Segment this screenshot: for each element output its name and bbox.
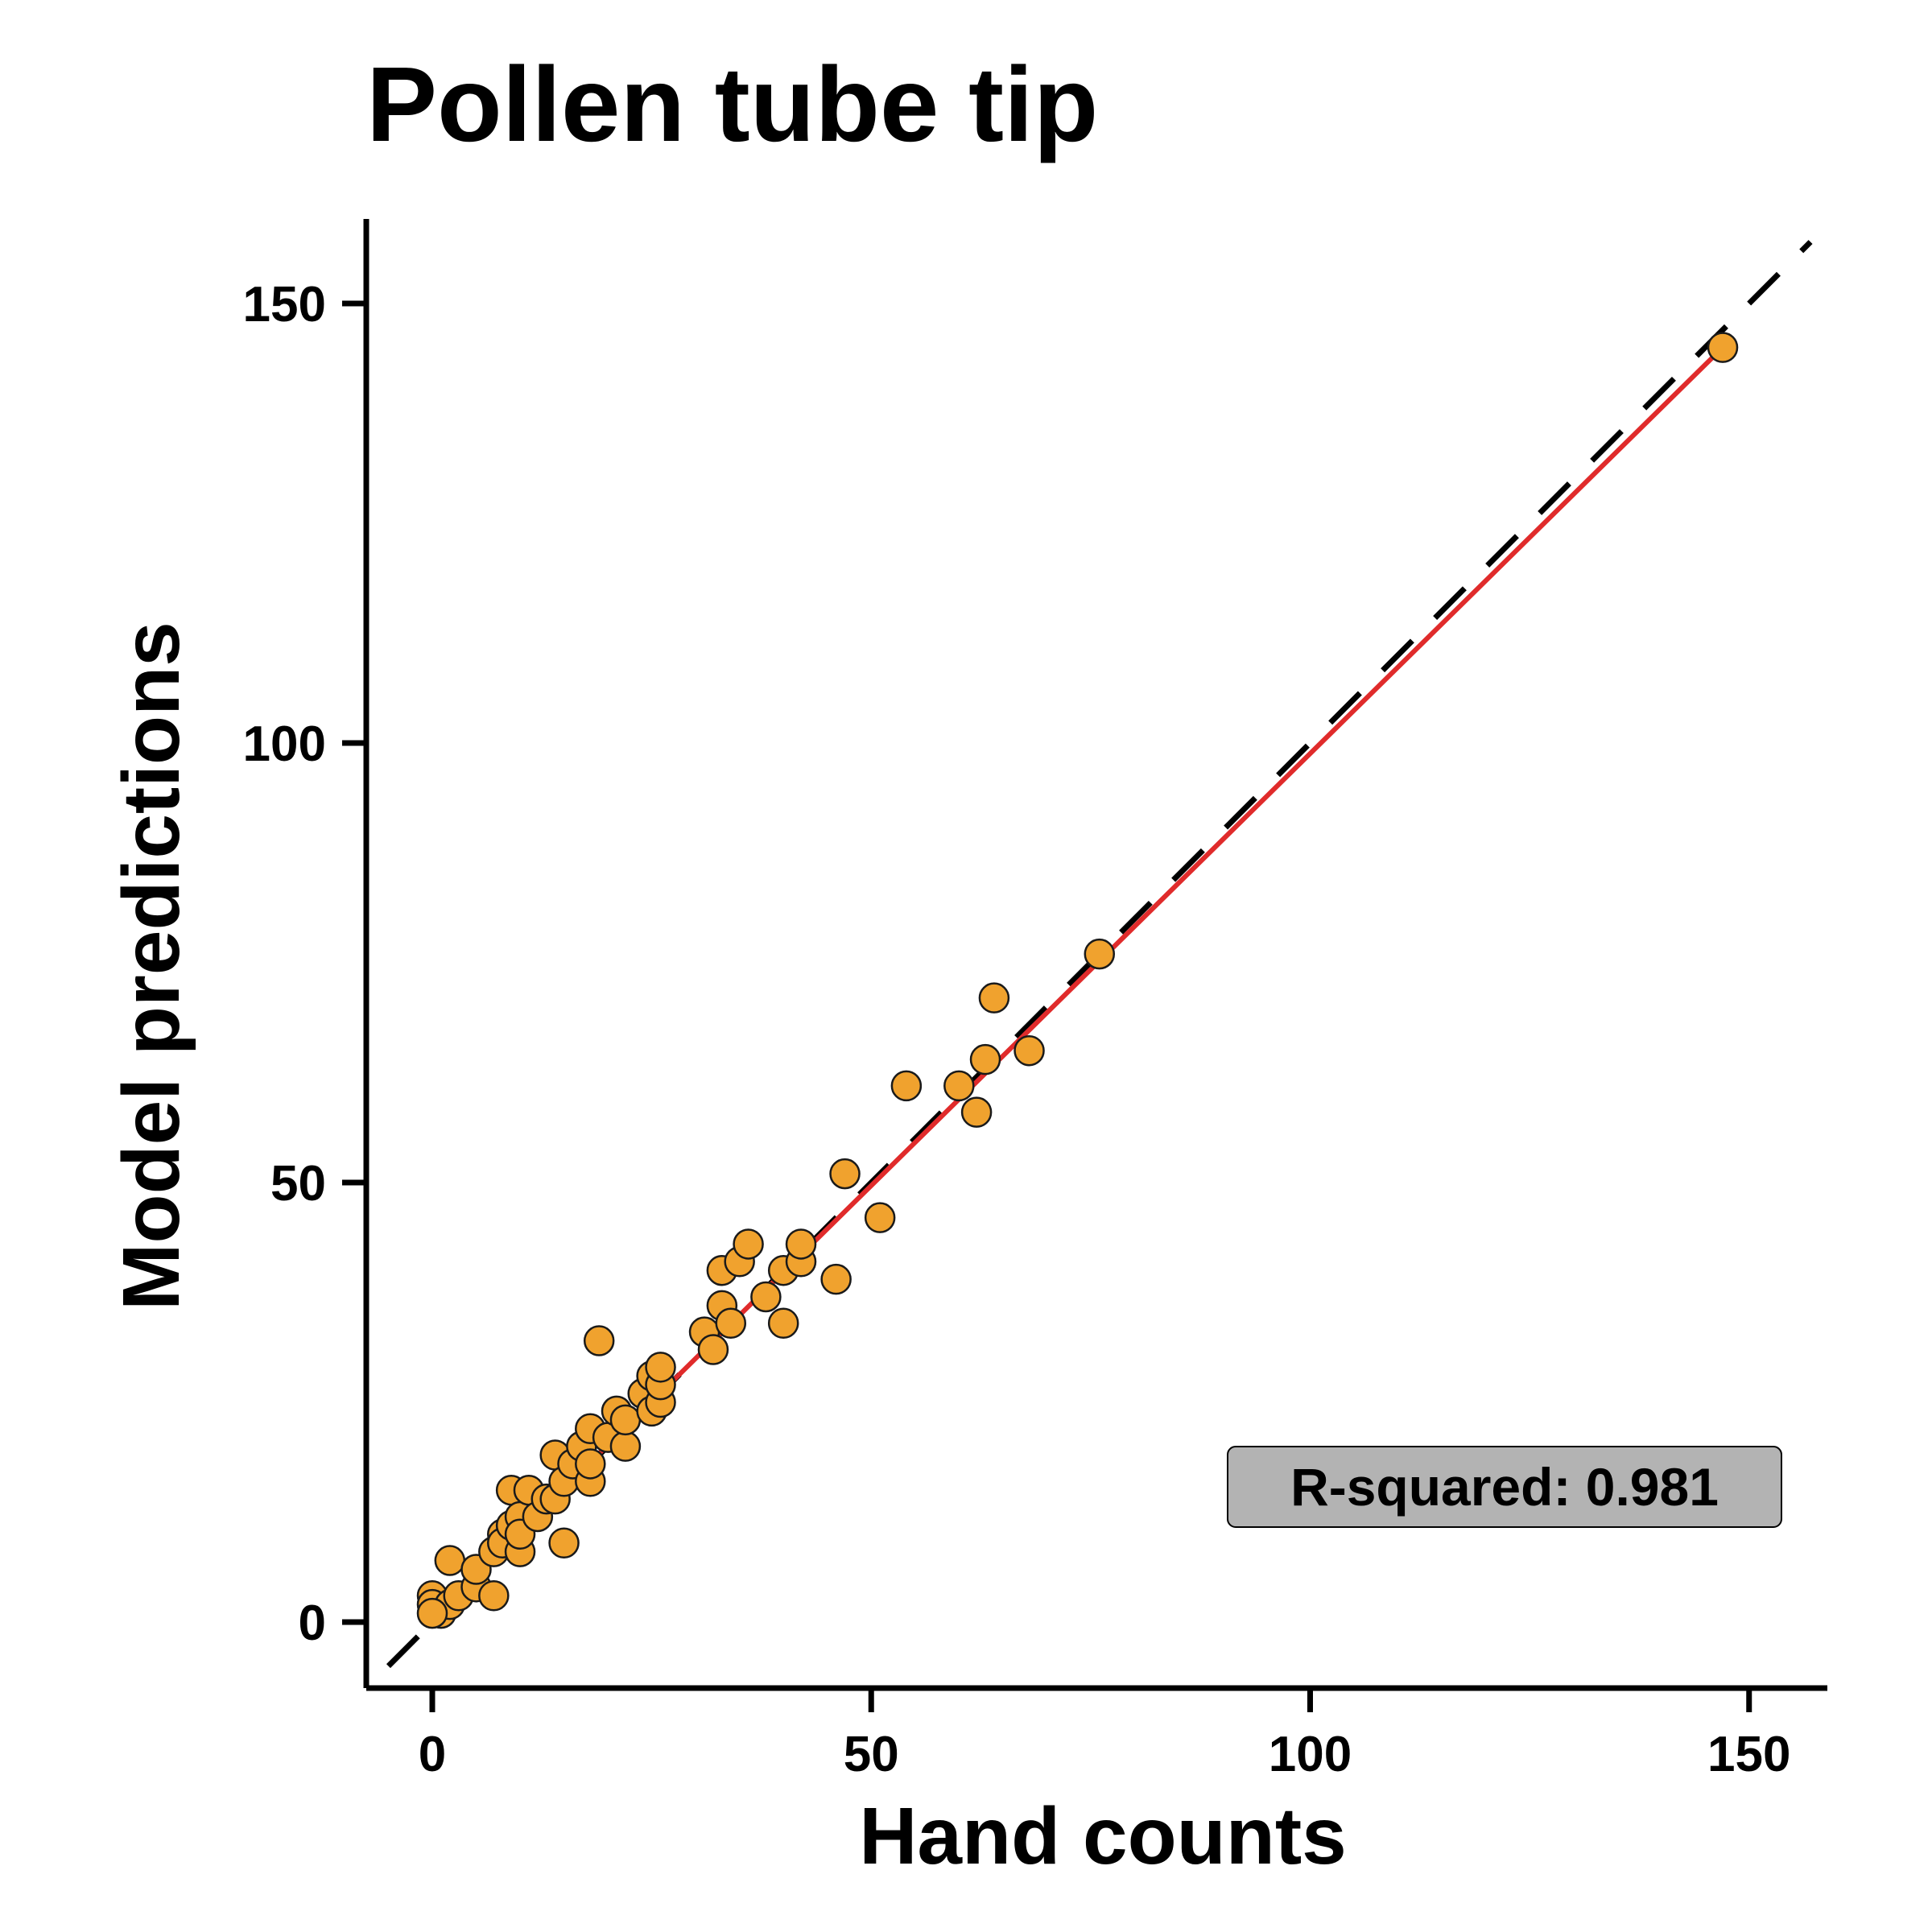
data-point <box>548 1527 580 1558</box>
r-squared-annotation: R-squared: 0.981 <box>1227 1446 1782 1528</box>
data-point <box>575 1448 606 1480</box>
data-point <box>969 1043 1001 1075</box>
data-point <box>785 1228 817 1260</box>
data-point <box>864 1202 896 1233</box>
data-point <box>1707 332 1739 363</box>
x-tick-label: 50 <box>844 1727 899 1782</box>
data-point <box>750 1281 782 1313</box>
data-point <box>1084 938 1116 970</box>
data-point <box>890 1070 923 1102</box>
data-point <box>1013 1034 1045 1067</box>
data-point <box>715 1307 747 1339</box>
data-point <box>645 1352 676 1383</box>
data-point <box>960 1096 993 1128</box>
x-tick-label: 100 <box>1269 1727 1352 1782</box>
y-tick-label: 50 <box>270 1156 326 1212</box>
data-point <box>434 1545 466 1576</box>
data-point <box>820 1263 852 1295</box>
y-tick-label: 100 <box>243 716 326 772</box>
x-axis-label: Hand counts <box>859 1791 1347 1881</box>
y-tick-label: 150 <box>243 277 326 332</box>
data-point <box>733 1228 764 1260</box>
chart-title: Pollen tube tip <box>366 45 1098 163</box>
data-point <box>416 1597 448 1629</box>
y-tick-label: 0 <box>299 1596 326 1651</box>
r-squared-box <box>1227 1446 1782 1528</box>
x-tick-label: 150 <box>1707 1727 1790 1782</box>
data-point <box>478 1579 510 1612</box>
data-point <box>978 982 1010 1013</box>
x-tick-label: 0 <box>419 1727 446 1782</box>
data-point <box>609 1404 642 1436</box>
r-squared-text: R-squared: 0.981 <box>1290 1457 1719 1517</box>
data-point <box>583 1325 615 1356</box>
y-axis-label: Model predictions <box>106 621 196 1311</box>
data-point <box>767 1307 799 1339</box>
data-points <box>416 332 1739 1629</box>
data-point <box>697 1334 729 1365</box>
data-point <box>829 1158 861 1190</box>
data-point <box>943 1070 975 1102</box>
axes: 0 50 100 150 0 50 100 150 <box>243 219 1827 1782</box>
data-point <box>609 1430 642 1462</box>
